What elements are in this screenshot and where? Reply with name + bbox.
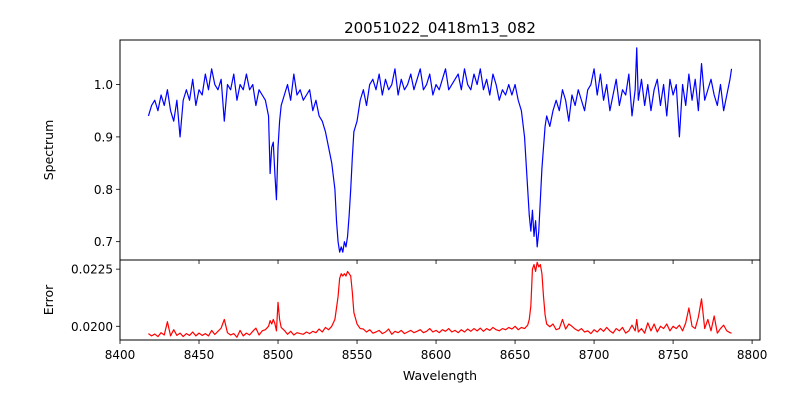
spectrum-series-line-0 [147, 47, 733, 253]
error-x-tick-label: 8600 [421, 348, 452, 362]
error-x-tick-label: 8500 [263, 348, 294, 362]
spectrum-y-tick-label: 0.7 [94, 235, 113, 249]
error-series-line-0 [148, 261, 732, 338]
error-x-tick-label: 8650 [500, 348, 531, 362]
spectrum-y-axis-label: Spectrum [41, 120, 56, 181]
error-y-axis-label: Error [41, 284, 56, 315]
error-x-tick-label: 8550 [342, 348, 373, 362]
spectrum-y-tick-label: 0.8 [94, 183, 113, 197]
error-plot-frame [119, 259, 761, 341]
spectrum-panel: Spectrum 0.7 0.8 0.9 1.0 [41, 39, 761, 264]
spectrum-y-tick-label: 1.0 [94, 78, 113, 92]
error-panel: Error Wavelength 8400 8450 8500 8550 8600 865… [41, 259, 768, 383]
chart-title: 20051022_0418m13_082 [344, 19, 536, 38]
x-axis-label: Wavelength [403, 368, 477, 383]
spectrum-plot-frame [119, 39, 761, 261]
error-x-tick-label: 8750 [658, 348, 689, 362]
error-x-tick-label: 8400 [105, 348, 136, 362]
error-x-tick-label: 8450 [184, 348, 215, 362]
spectrum-y-tick-label: 0.9 [94, 130, 113, 144]
error-y-tick-label: 0.0225 [71, 263, 113, 277]
error-x-tick-label: 8700 [579, 348, 610, 362]
error-x-tick-label: 8800 [737, 348, 768, 362]
error-y-tick-label: 0.0200 [71, 320, 113, 334]
